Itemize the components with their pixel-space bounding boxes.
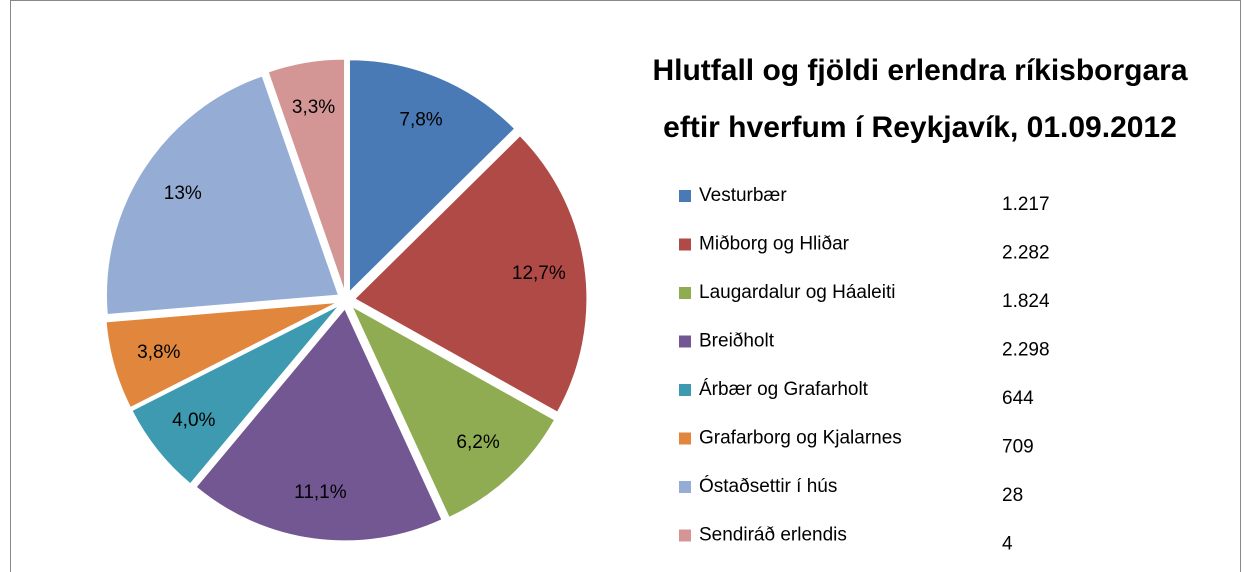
pie-slice [131,305,340,485]
legend-value: 4 [1002,534,1013,555]
legend-swatch [679,529,691,542]
pie-slice [351,305,556,519]
legend-label: Laugardalur og Háaleiti [699,282,895,303]
pie-slice [348,59,516,293]
data-label: 11,1% [294,482,347,503]
legend-swatch [679,287,691,299]
legend-label: Vesturbær [699,185,787,206]
data-label: 13% [164,183,202,204]
legend-value: 1.217 [1002,194,1050,215]
legend-value: 2.298 [1002,340,1050,361]
data-label: 7,8% [399,109,442,130]
data-label: 4,0% [172,410,215,431]
legend-swatch [679,335,691,348]
pie-slice [105,301,338,409]
legend-label: Breiðholt [699,331,775,352]
legend-label: Miðborg og Hliðar [699,234,850,255]
legend-label: Árbær og Grafarholt [699,379,869,400]
pie-slice [195,307,443,542]
legend-value: 1.824 [1002,291,1050,312]
legend-swatch [679,190,691,202]
data-label: 3,3% [292,97,335,118]
legend-value: 709 [1002,437,1034,458]
legend-swatch [679,238,691,251]
legend-value: 28 [1002,485,1023,506]
legend-value: 2.282 [1002,243,1050,264]
legend-label: Grafarborg og Kjalarnes [699,428,902,449]
pie-slice [106,75,340,316]
chart-title: Hlutfall og fjöldi erlendra ríkisborgara [652,54,1187,87]
legend-label: Sendiráð erlendis [699,525,847,546]
legend-swatch [679,384,691,396]
pie-slice [267,58,345,292]
data-label: 6,2% [456,432,499,453]
legend-swatch [679,432,691,445]
chart-title: eftir hverfum í Reykjavík, 01.09.2012 [663,111,1177,144]
legend-label: Óstaðsettir í hús [699,475,837,497]
legend-value: 644 [1002,388,1034,409]
data-label: 3,8% [137,342,180,363]
data-label: 12,7% [512,263,566,284]
pie-slice [354,135,588,413]
legend-swatch [679,481,691,493]
